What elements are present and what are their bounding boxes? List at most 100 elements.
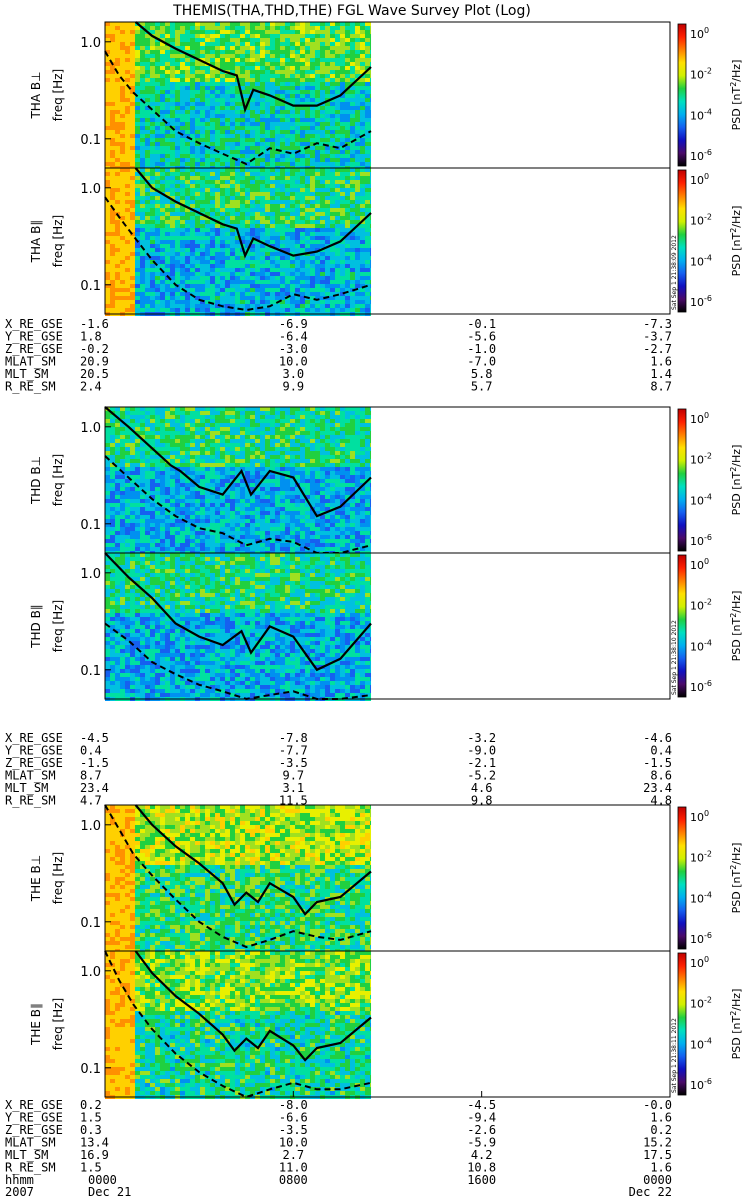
colorbar-tick: 100 bbox=[690, 955, 709, 970]
colorbar-tick-exp: -6 bbox=[704, 148, 712, 157]
panel-the-bpar: 1.0 0.1 THE B∥ freq [Hz] 10-6 10-4 10-2 100 PSD … bbox=[29, 950, 743, 1099]
ephem-label: MLT_SM bbox=[5, 367, 48, 381]
colorbar-tick: 100 bbox=[690, 172, 709, 187]
panel-ylabel: THD B⊥ bbox=[29, 456, 43, 505]
panel-tha-bpar: 1.0 0.1 THA B∥ freq [Hz] 10-6 10-4 10-2 100 PSD … bbox=[29, 167, 743, 316]
ephem-value: -1.5 bbox=[643, 756, 672, 770]
colorbar-gradient bbox=[677, 554, 687, 698]
panel-frame bbox=[104, 167, 671, 315]
ephem-value: 20.9 bbox=[80, 355, 109, 369]
colorbar-tick: 10-2 bbox=[690, 452, 712, 467]
ytick-label: 0.1 bbox=[80, 664, 101, 679]
ephem-label: Y_RE_GSE bbox=[5, 330, 63, 344]
colorbar-label-tail: /Hz] bbox=[730, 445, 743, 467]
colorbar-gradient bbox=[677, 408, 687, 552]
ephem-value: -6.4 bbox=[279, 330, 308, 344]
colorbar-tick: 100 bbox=[690, 557, 709, 572]
ytick-label: 1.0 bbox=[80, 182, 101, 197]
ephem-value: 16.9 bbox=[80, 1148, 109, 1162]
panel-ylabel: THE B∥ bbox=[29, 1003, 43, 1046]
ephem-label: MLT_SM bbox=[5, 781, 48, 795]
chart-title: THEMIS(THA,THD,THE) FGL Wave Survey Plot… bbox=[172, 3, 531, 19]
ytick-label: 1.0 bbox=[80, 819, 101, 834]
colorbar-label-sup: 2 bbox=[729, 1011, 738, 1016]
ephem-value: -3.2 bbox=[467, 731, 496, 745]
ephem-value: -9.4 bbox=[467, 1111, 496, 1125]
colorbar-tick-exp: -2 bbox=[704, 67, 712, 76]
colorbar-tick-exp: 0 bbox=[704, 809, 709, 818]
panel-the-bperp: 1.0 0.1 THE B⊥ freq [Hz] 10-6 10-4 10-2 100 PSD … bbox=[29, 804, 743, 953]
ephem-value: 10.0 bbox=[279, 355, 308, 369]
colorbar-label-tail: /Hz] bbox=[730, 989, 743, 1011]
colorbar-tick: 10-2 bbox=[690, 850, 712, 865]
colorbar-gradient bbox=[677, 806, 687, 950]
freq-axis-label: freq [Hz] bbox=[51, 998, 65, 1050]
solid-line-the-bpar bbox=[134, 950, 372, 1062]
ephem-value: 5.8 bbox=[471, 367, 493, 381]
ephem-label: MLAT_SM bbox=[5, 355, 56, 369]
ephem-value: 9.7 bbox=[282, 769, 304, 783]
ephem-value: 15.2 bbox=[643, 1136, 672, 1150]
ephem-value: -2.6 bbox=[467, 1123, 496, 1137]
ephemeris-thd: X_RE_GSE -4.5 -7.8 -3.2 -4.6Y_RE_GSE 0.4 -7.7-… bbox=[5, 731, 672, 808]
ephem-value: -4.5 bbox=[80, 731, 109, 745]
ephem-value: 0.2 bbox=[650, 1123, 672, 1137]
solid-line-thd-bperp bbox=[104, 406, 372, 518]
spectrogram-thd-bperp bbox=[105, 407, 372, 555]
freq-axis-label: freq [Hz] bbox=[51, 454, 65, 506]
colorbar-tick-exp: -6 bbox=[704, 931, 712, 940]
colorbar-label: PSD [nT2/Hz] bbox=[729, 445, 743, 516]
colorbar-tick: 10-6 bbox=[690, 533, 712, 548]
time-tick-label: 0000 bbox=[643, 1173, 672, 1187]
ephem-value: 8.6 bbox=[650, 769, 672, 783]
colorbar-label-sup: 2 bbox=[729, 82, 738, 87]
ephem-value: 11.0 bbox=[279, 1161, 308, 1175]
ephem-value: 23.4 bbox=[643, 781, 672, 795]
ephem-value: -3.5 bbox=[279, 756, 308, 770]
colorbar-tick: 10-4 bbox=[690, 253, 712, 268]
colorbar-tick: 10-4 bbox=[690, 492, 712, 507]
ephem-value: -3.7 bbox=[643, 330, 672, 344]
colorbar-tick-exp: 0 bbox=[704, 26, 709, 35]
ephem-label: R_RE_SM bbox=[5, 794, 56, 808]
time-axis-label: hhmm bbox=[5, 1173, 34, 1187]
colorbar: 10-6 10-4 10-2 100 PSD [nT2/Hz] bbox=[677, 806, 743, 950]
freq-axis-label: freq [Hz] bbox=[51, 215, 65, 267]
ephemeris-tha: X_RE_GSE -1.6 -6.9 -0.1 -7.3Y_RE_GSE 1.8 -6.4-… bbox=[5, 317, 672, 394]
colorbar-tick-exp: -6 bbox=[704, 1077, 712, 1086]
colorbar: 10-6 10-4 10-2 100 PSD [nT2/Hz] bbox=[677, 554, 743, 698]
ephem-value: 3.1 bbox=[282, 781, 304, 795]
ephem-value: 0.2 bbox=[80, 1098, 102, 1112]
ephem-value: -1.5 bbox=[80, 756, 109, 770]
colorbar-tick-exp: 0 bbox=[704, 557, 709, 566]
colorbar-label-sup: 2 bbox=[729, 228, 738, 233]
colorbar-tick-exp: 0 bbox=[704, 411, 709, 420]
ephem-label: Z_RE_GSE bbox=[5, 1123, 63, 1137]
solid-line-thd-bpar bbox=[104, 552, 372, 672]
colorbar-label: PSD [nT2/Hz] bbox=[729, 60, 743, 131]
ephem-value: 1.8 bbox=[80, 330, 102, 344]
ytick-label: 0.1 bbox=[80, 1062, 101, 1077]
panel-frame bbox=[104, 552, 671, 700]
panel-tha-bperp: 1.0 0.1 THA B⊥ freq [Hz] 10-6 10-4 10-2 100 PSD … bbox=[29, 21, 743, 170]
colorbar-tick-exp: 0 bbox=[704, 955, 709, 964]
colorbar-label: PSD [nT2/Hz] bbox=[729, 989, 743, 1060]
colorbar: 10-6 10-4 10-2 100 PSD [nT2/Hz] bbox=[677, 408, 743, 552]
ephem-label: MLAT_SM bbox=[5, 769, 56, 783]
colorbar-tick: 10-6 bbox=[690, 294, 712, 309]
colorbar-tick: 10-6 bbox=[690, 1077, 712, 1092]
ephem-label: Y_RE_GSE bbox=[5, 744, 63, 758]
ephem-value: 1.5 bbox=[80, 1161, 102, 1175]
ephem-value: 9.9 bbox=[282, 380, 304, 394]
dashed-line-the-bpar bbox=[104, 950, 372, 1099]
colorbar-tick: 10-2 bbox=[690, 67, 712, 82]
ephem-value: -5.6 bbox=[467, 330, 496, 344]
colorbar-tick-exp: -6 bbox=[704, 679, 712, 688]
colorbar-tick-exp: -2 bbox=[704, 598, 712, 607]
colorbar-label-tail: /Hz] bbox=[730, 206, 743, 228]
solid-line-tha-bpar bbox=[134, 167, 372, 259]
colorbar-tick: 100 bbox=[690, 411, 709, 426]
ephem-value: 13.4 bbox=[80, 1136, 109, 1150]
timestamp-stamp: Sat Sep 1 21:38:09 2012 bbox=[671, 235, 678, 310]
colorbar-tick-exp: -4 bbox=[704, 1036, 712, 1045]
